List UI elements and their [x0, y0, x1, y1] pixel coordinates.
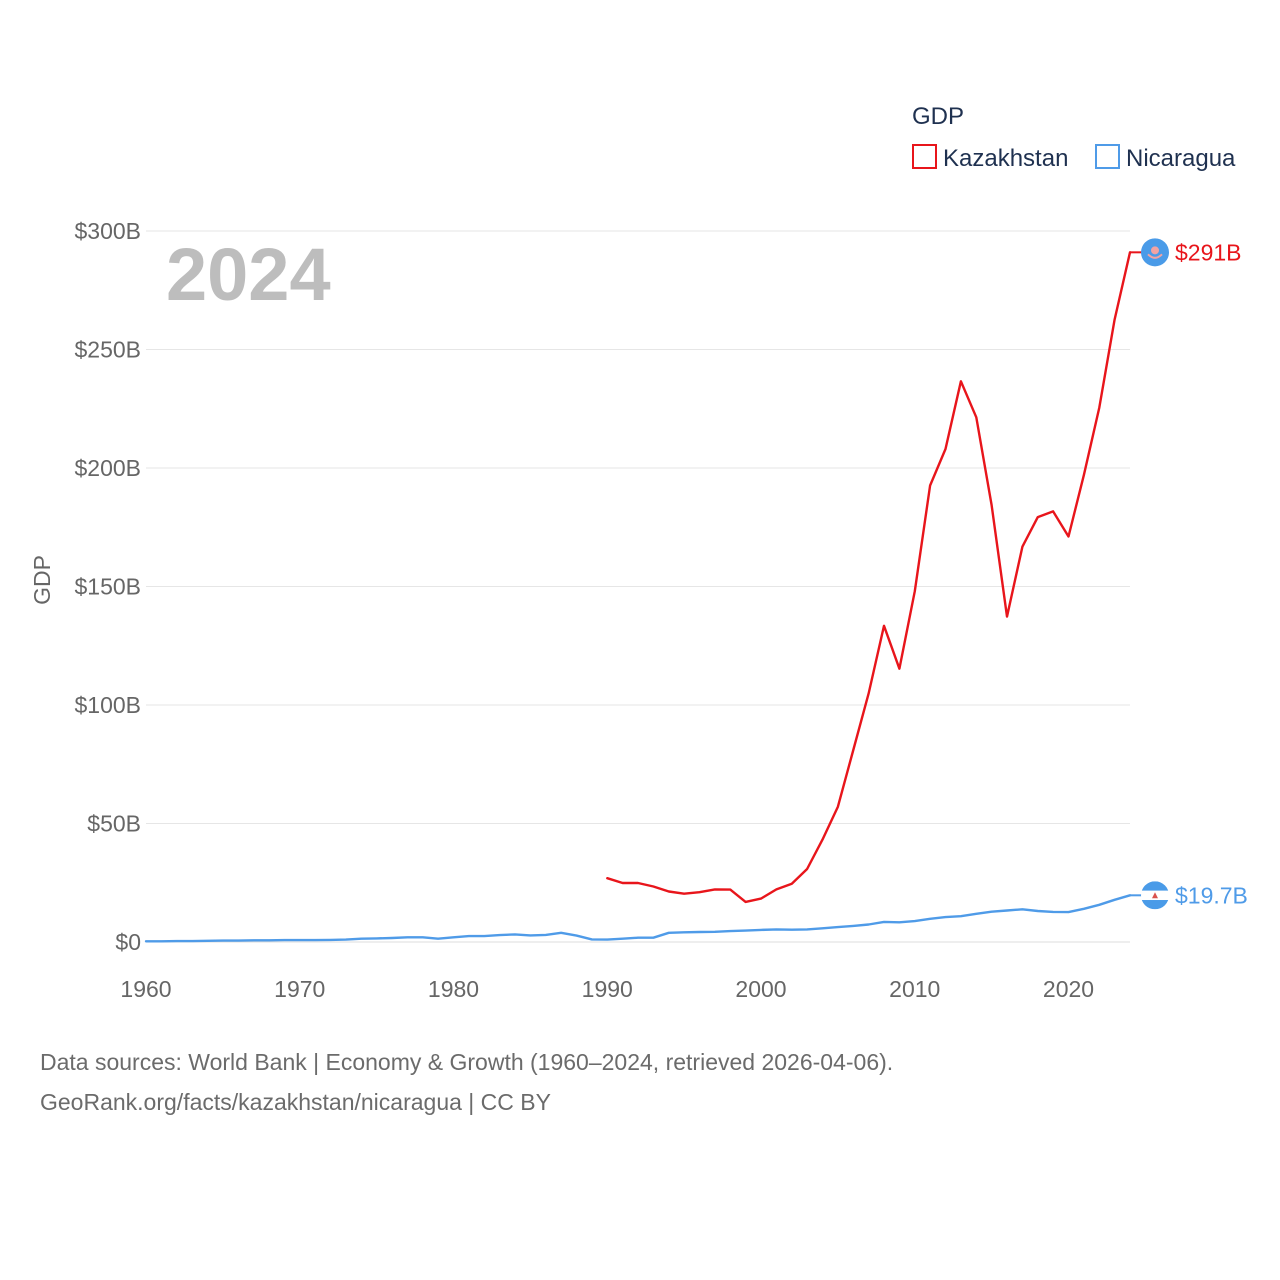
x-axis-ticks: 1960 1970 1980 1990 2000 2010 2020 — [120, 976, 1094, 1002]
nicaragua-flag-icon — [1141, 881, 1169, 910]
y-axis-ticks: $0 $50B $100B $150B $200B $250B $300B — [74, 218, 141, 955]
x-tick-label: 1990 — [582, 976, 633, 1002]
y-tick-label: $150B — [74, 574, 141, 600]
kazakhstan-line — [606, 251, 1132, 904]
nicaragua-end-value: $19.7B — [1175, 882, 1248, 908]
legend-label: Kazakhstan — [943, 145, 1068, 172]
series-nicaragua: $19.7B — [144, 881, 1248, 943]
legend-title: GDP — [912, 103, 964, 130]
legend-label: Nicaragua — [1126, 145, 1236, 172]
x-tick-label: 1970 — [274, 976, 325, 1002]
legend-swatch — [912, 144, 937, 169]
source-line-1: Data sources: World Bank | Economy & Gro… — [40, 1049, 894, 1075]
gdp-line-chart: $0 $50B $100B $150B $200B $250B $300B 1960 1970… — [29, 103, 1248, 1002]
x-tick-label: 1980 — [428, 976, 479, 1002]
x-tick-label: 2000 — [735, 976, 786, 1002]
x-tick-label: 2010 — [889, 976, 940, 1002]
y-tick-label: $300B — [74, 218, 141, 244]
series-layer: $291B $19.7B — [144, 238, 1248, 943]
y-axis-title: GDP — [29, 555, 55, 605]
data-source-note: Data sources: World Bank | Economy & Gro… — [40, 1042, 893, 1122]
kazakhstan-flag-icon — [1141, 238, 1169, 267]
y-tick-label: $0 — [115, 929, 141, 955]
nicaragua-line — [144, 894, 1132, 943]
y-tick-label: $50B — [87, 811, 141, 837]
legend-item-kazakhstan[interactable]: Kazakhstan — [912, 144, 1068, 172]
legend-swatch — [1095, 144, 1120, 169]
kazakhstan-end-value: $291B — [1175, 239, 1242, 265]
legend: GDP Kazakhstan Nicaragua — [912, 103, 1236, 172]
y-tick-label: $250B — [74, 337, 141, 363]
source-line-2: GeoRank.org/facts/kazakhstan/nicaragua |… — [40, 1089, 551, 1115]
x-tick-label: 2020 — [1043, 976, 1094, 1002]
year-watermark: 2024 — [166, 233, 331, 316]
x-tick-label: 1960 — [120, 976, 171, 1002]
y-tick-label: $100B — [74, 692, 141, 718]
grid-lines — [146, 230, 1130, 943]
y-tick-label: $200B — [74, 455, 141, 481]
legend-item-nicaragua[interactable]: Nicaragua — [1095, 144, 1236, 172]
series-kazakhstan: $291B — [606, 238, 1242, 904]
